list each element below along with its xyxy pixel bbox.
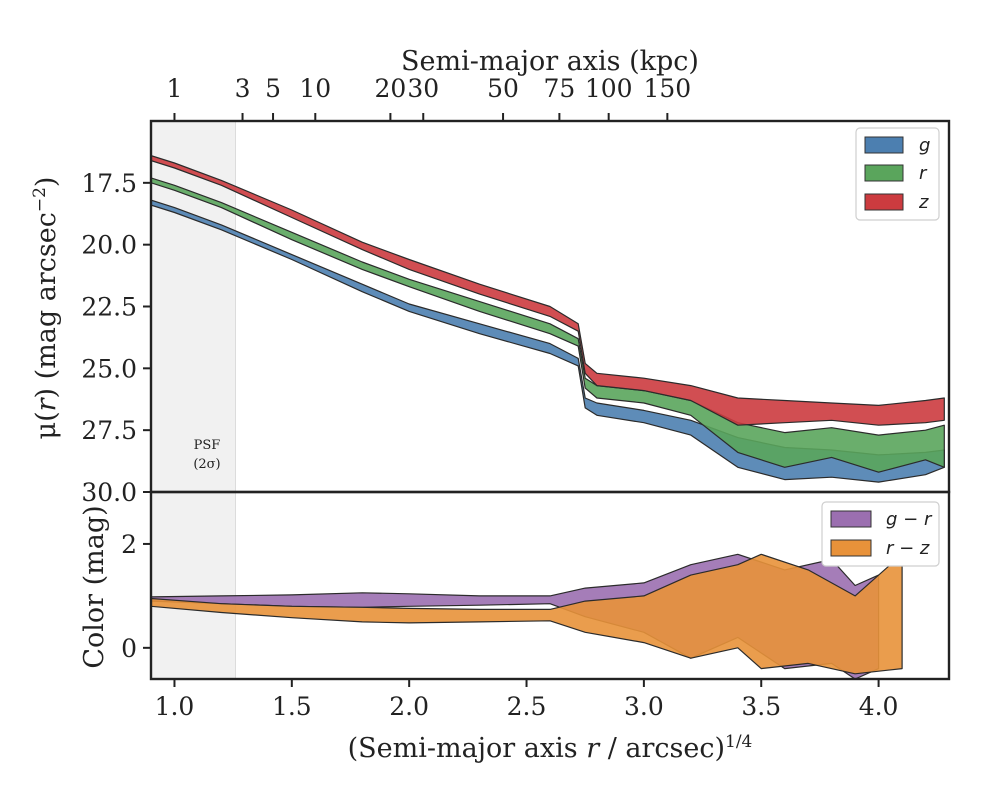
- top-xtick-label-3: 10: [299, 74, 331, 103]
- top-xtick-label-5: 30: [407, 74, 439, 103]
- top-xtick-label-0: 1: [167, 74, 183, 103]
- color-band-rz: [151, 553, 903, 675]
- top-ytick-label-1: 20.0: [81, 231, 137, 260]
- top-ytick-label-4: 27.5: [81, 416, 137, 445]
- legend-label-z: z: [918, 192, 929, 213]
- top-panel-bands: [151, 155, 945, 483]
- bottom-panel-frame: [149, 490, 951, 681]
- xtick-label-1: 1.5: [272, 692, 312, 721]
- mu-band-r: [151, 177, 945, 473]
- psf-label-line2: (2σ): [193, 457, 220, 472]
- xtick-label-4: 3.0: [624, 692, 664, 721]
- top-ytick-label-0: 17.5: [81, 169, 137, 198]
- top-xtick-label-8: 100: [585, 74, 633, 103]
- legend-swatch-r-z: [830, 539, 872, 557]
- legend-swatch-g-r: [830, 510, 872, 528]
- mu-band-z: [151, 155, 945, 426]
- bottom-panel-bands: [151, 553, 903, 679]
- legend-swatch-z: [864, 193, 904, 211]
- top-axis-title: Semi-major axis (kpc): [401, 46, 699, 77]
- xtick-label-2: 2.0: [389, 692, 429, 721]
- axes: 17.5 20.0 22.5 25.0 27.5 30.0 0 2 1.0 1.5 2.0 2.5 3.…: [81, 74, 898, 721]
- xtick-label-0: 1.0: [155, 692, 195, 721]
- top-ytick-label-5: 30.0: [81, 478, 137, 507]
- bottom-ytick-label-0: 0: [121, 634, 137, 663]
- bottom-y-axis-title: Color (mag): [79, 505, 110, 668]
- legend-swatch-r: [864, 164, 904, 182]
- legend-label-r: r: [919, 163, 928, 184]
- top-xtick-label-4: 20: [374, 74, 406, 103]
- bottom-ytick-label-1: 2: [121, 530, 137, 559]
- top-xtick-label-7: 75: [543, 74, 575, 103]
- xtick-label-5: 3.5: [741, 692, 781, 721]
- legend-label-g-r: g − r: [886, 509, 933, 530]
- top-xtick-label-6: 50: [487, 74, 519, 103]
- top-xtick-label-1: 3: [235, 74, 251, 103]
- top-y-axis-title: μ(r) (mag arcsec−2): [30, 177, 62, 440]
- legend-bottom: g − r r − z: [821, 501, 940, 567]
- top-xtick-label-2: 5: [265, 74, 281, 103]
- legend-swatch-g: [864, 136, 904, 154]
- xtick-label-3: 2.5: [507, 692, 547, 721]
- top-xtick-label-9: 150: [643, 74, 691, 103]
- top-ytick-label-2: 22.5: [81, 293, 137, 322]
- xtick-label-6: 4.0: [859, 692, 899, 721]
- psf-label-line1: PSF: [194, 438, 221, 453]
- legend-label-r-z: r − z: [886, 538, 930, 559]
- legend-label-g: g: [919, 135, 930, 156]
- bottom-x-axis-title: (Semi-major axis r / arcsec)1/4: [348, 732, 753, 764]
- top-ytick-label-3: 25.0: [81, 354, 137, 383]
- legend-top: g r z: [855, 127, 940, 221]
